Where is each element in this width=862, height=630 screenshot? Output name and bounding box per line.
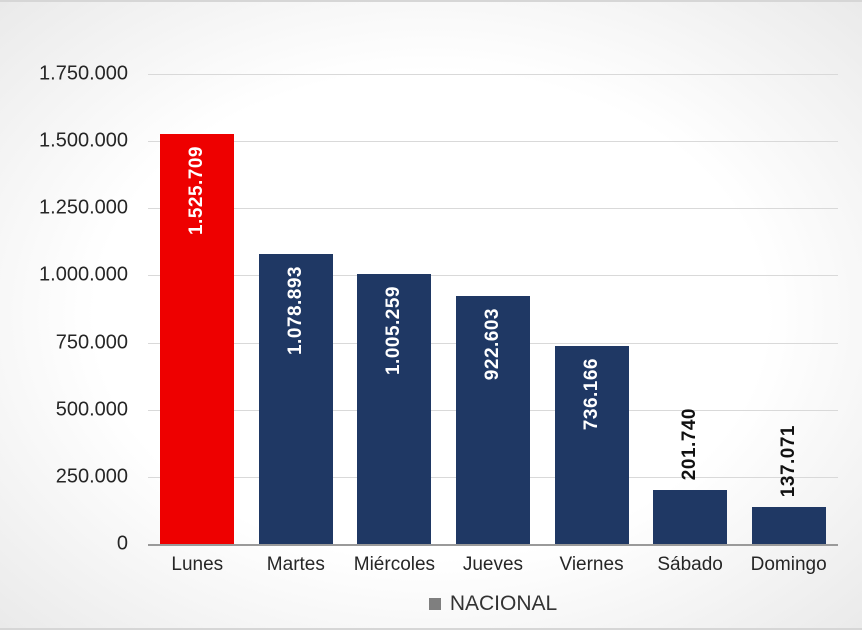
bar-value-label: 137.071 bbox=[777, 425, 799, 498]
y-axis: 0 250.000 500.000 750.000 1.000.000 1.250.000… bbox=[0, 63, 128, 555]
bar-series: 1.525.709 1.078.893 1.005.259 922.603 736.16… bbox=[148, 74, 838, 544]
bar-column: 922.603 bbox=[444, 74, 542, 544]
plot-area: 1.525.709 1.078.893 1.005.259 922.603 736.16… bbox=[148, 74, 838, 546]
bar-sábado bbox=[653, 489, 728, 544]
gridline bbox=[148, 141, 838, 143]
bar-column: 201.740 bbox=[641, 74, 739, 544]
bar-martes bbox=[258, 254, 333, 544]
gridline bbox=[148, 208, 838, 210]
bar-value-label-wrap: 201.740 bbox=[641, 408, 739, 480]
bar-lunes bbox=[160, 134, 235, 544]
y-tick-label: 750.000 bbox=[55, 331, 128, 354]
x-tick-label: Miércoles bbox=[353, 554, 436, 575]
y-tick-label: 1.500.000 bbox=[39, 129, 128, 152]
y-tick-label: 1.000.000 bbox=[39, 263, 128, 286]
legend: NACIONAL bbox=[148, 592, 838, 616]
y-tick-label: 1.250.000 bbox=[39, 196, 128, 219]
bar-column: 1.525.709 bbox=[148, 74, 246, 544]
y-tick-label: 1.750.000 bbox=[39, 62, 128, 85]
x-tick-label: Viernes bbox=[559, 554, 624, 575]
bar-value-label-wrap: 137.071 bbox=[740, 425, 838, 497]
bar-column: 1.078.893 bbox=[247, 74, 345, 544]
gridline bbox=[148, 74, 838, 75]
y-tick-label: 250.000 bbox=[55, 465, 128, 488]
bar-column: 1.005.259 bbox=[345, 74, 443, 544]
x-tick-label: Domingo bbox=[750, 554, 827, 575]
x-tick-label: Martes bbox=[266, 554, 325, 575]
x-axis-baseline bbox=[148, 544, 838, 546]
bar-viernes bbox=[554, 346, 629, 544]
y-tick-label: 500.000 bbox=[55, 398, 128, 421]
bar-column: 736.166 bbox=[543, 74, 641, 544]
legend-marker-icon bbox=[428, 598, 441, 610]
x-tick-label: Lunes bbox=[171, 554, 224, 575]
bar-miércoles bbox=[357, 274, 432, 544]
x-tick-label: Jueves bbox=[462, 554, 524, 575]
legend-label: NACIONAL bbox=[449, 592, 558, 615]
x-axis: Lunes Martes Miércoles Jueves Viernes Sábado D… bbox=[148, 554, 838, 576]
y-tick-label: 0 bbox=[116, 532, 128, 555]
bar-domingo bbox=[751, 507, 826, 544]
bar-jueves bbox=[455, 296, 530, 544]
x-tick-label: Sábado bbox=[657, 554, 723, 575]
gridline bbox=[148, 275, 838, 277]
bar-column: 137.071 bbox=[740, 74, 838, 544]
bar-value-label: 201.740 bbox=[679, 407, 701, 480]
